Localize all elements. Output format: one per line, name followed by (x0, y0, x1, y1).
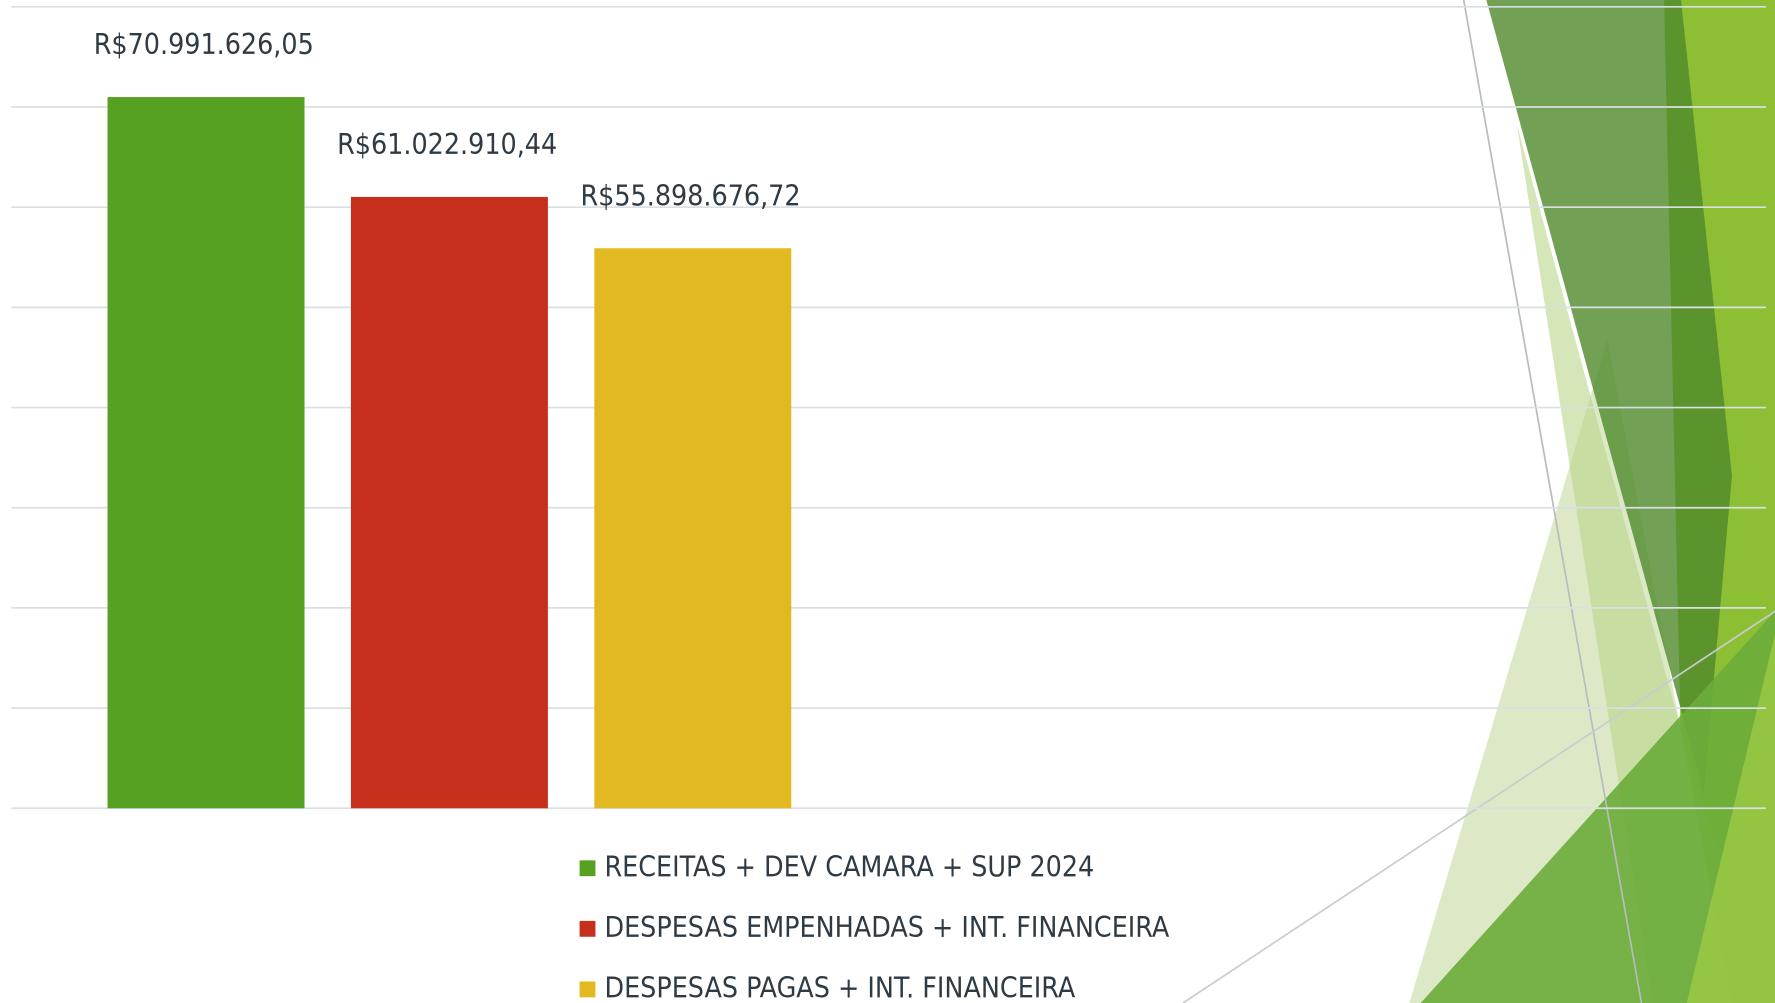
legend-swatch (579, 981, 596, 998)
data-label: R$61.022.910,44 (337, 128, 557, 161)
legend-swatch (579, 860, 596, 877)
legend-swatch (579, 920, 596, 937)
decor-line (1462, 0, 1643, 1003)
decor-line (1182, 610, 1775, 1003)
decoration (1182, 0, 1775, 1003)
decor-triangle (1486, 0, 1732, 793)
data-label: R$55.898.676,72 (580, 179, 800, 212)
legend-label: DESPESAS PAGAS + INT. FINANCEIRA (604, 971, 1075, 1003)
bar (594, 248, 792, 809)
bar (350, 196, 548, 809)
data-label: R$70.991.626,05 (94, 28, 314, 61)
bar (107, 97, 305, 809)
decor-triangle (1420, 611, 1775, 1003)
legend-label: DESPESAS EMPENHADAS + INT. FINANCEIRA (604, 911, 1169, 944)
legend-label: RECEITAS + DEV CAMARA + SUP 2024 (604, 850, 1094, 883)
